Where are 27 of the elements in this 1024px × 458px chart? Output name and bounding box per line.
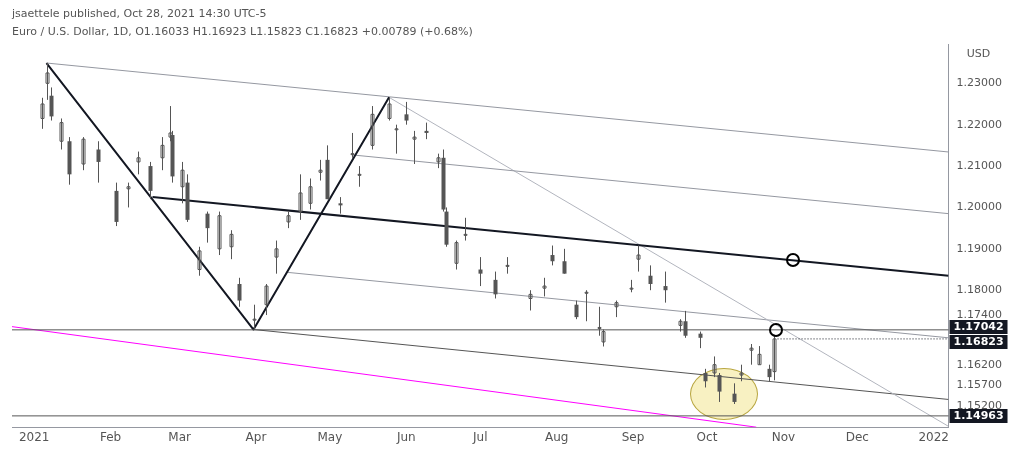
ref-line-label: 1.17042 [953, 319, 1004, 333]
y-tick-label: 1.15700 [956, 378, 1003, 392]
y-tick-label: 1.16200 [956, 357, 1003, 371]
y-tick-label: 1.18000 [956, 283, 1003, 297]
y-tick-label: 1.23000 [956, 76, 1003, 90]
x-tick-label: Nov [771, 429, 796, 444]
x-tick-label: 2021 [18, 429, 50, 444]
x-tick-label: Jul [472, 429, 488, 444]
y-tick-label: 1.21000 [956, 158, 1003, 172]
x-tick-label: Apr [245, 429, 267, 444]
x-tick-label: Aug [544, 429, 569, 444]
y-tick-label: 1.19000 [956, 241, 1003, 255]
x-tick-label: 2022 [918, 429, 949, 444]
x-tick-label: Feb [99, 429, 122, 444]
x-tick-label: Sep [621, 429, 645, 444]
y-tick-label: 1.17400 [956, 307, 1003, 321]
chart-subtitle: Euro / U.S. Dollar, 1D, O1.16033 H1.16923 L1.15823 C1.16823 +0.00789 (+0.68%) [12, 24, 473, 38]
y-tick-label: 1.20000 [956, 200, 1003, 214]
y-tick-label: 1.22000 [956, 117, 1003, 131]
x-tick-label: Dec [845, 429, 869, 444]
x-tick-label: May [317, 429, 343, 444]
x-tick-label: Oct [696, 429, 718, 444]
x-tick-label: Mar [168, 429, 191, 444]
chart-title: jsaettele published, Oct 28, 2021 14:30 UTC-5 [11, 7, 267, 21]
x-tick-label: Jun [395, 429, 416, 444]
y-axis-title: USD [966, 47, 991, 61]
annotation: 1.16823 [953, 334, 1004, 348]
